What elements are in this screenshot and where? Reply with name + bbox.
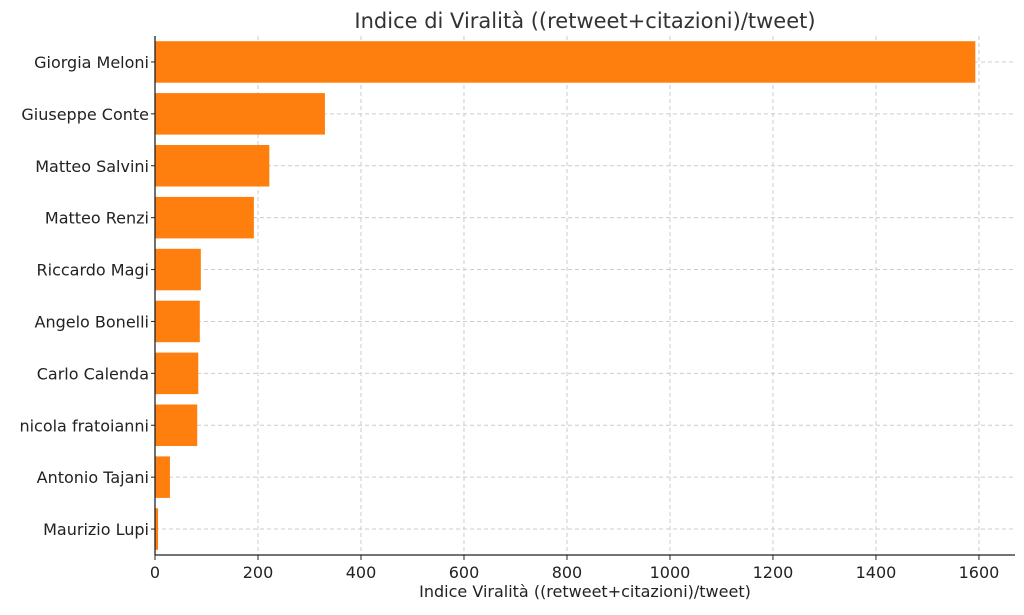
x-tick-label: 1200	[753, 563, 794, 582]
x-tick-label: 800	[552, 563, 583, 582]
x-tick-label: 1000	[650, 563, 691, 582]
category-label: Maurizio Lupi	[43, 520, 149, 539]
x-tick-label: 1400	[856, 563, 897, 582]
x-tick-label: 1600	[959, 563, 1000, 582]
category-label: Giuseppe Conte	[21, 105, 149, 124]
category-labels: Giorgia Meloni Giuseppe Conte Matteo Salvi…	[19, 53, 149, 539]
x-tick-label: 600	[449, 563, 480, 582]
bar	[155, 300, 200, 343]
category-label: Carlo Calenda	[37, 364, 149, 383]
category-label: nicola fratoianni	[19, 416, 149, 435]
bar	[155, 93, 325, 135]
category-label: Giorgia Meloni	[34, 53, 149, 72]
bar	[155, 352, 199, 395]
category-label: Matteo Renzi	[45, 209, 149, 228]
bars	[155, 41, 976, 550]
category-label: Matteo Salvini	[35, 157, 149, 176]
x-tick-label: 400	[346, 563, 377, 582]
bar	[155, 248, 201, 291]
bar	[155, 404, 198, 447]
bar	[155, 456, 170, 498]
category-label: Antonio Tajani	[37, 468, 149, 487]
chart-title: Indice di Viralità ((retweet+citazioni)/…	[354, 9, 815, 33]
x-tick-label: 0	[150, 563, 160, 582]
category-label: Riccardo Magi	[37, 261, 150, 280]
x-axis-label: Indice Viralità ((retweet+citazioni)/twe…	[419, 582, 751, 601]
axes	[151, 36, 1015, 560]
bar	[155, 196, 254, 239]
x-tick-labels: 0 200 400 600 800 1000 1200 1400 1600	[150, 563, 999, 582]
category-label: Angelo Bonelli	[35, 312, 150, 331]
bar	[155, 508, 159, 550]
bar	[155, 41, 976, 83]
x-tick-label: 200	[243, 563, 274, 582]
bar	[155, 144, 270, 187]
